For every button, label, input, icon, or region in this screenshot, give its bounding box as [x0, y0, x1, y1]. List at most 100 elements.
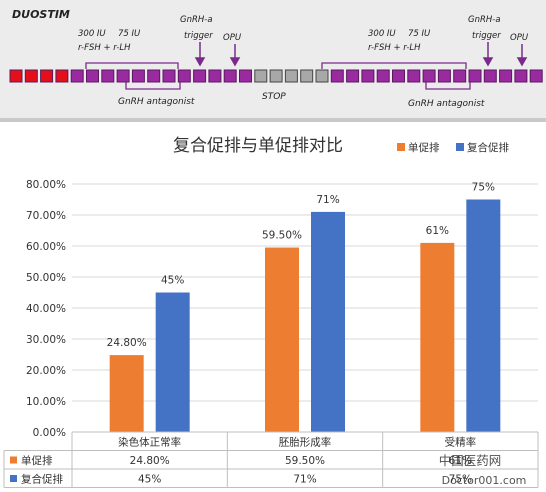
- table-cell: 59.50%: [285, 455, 325, 467]
- legend-label-single: 单促排: [408, 141, 440, 154]
- right-dose-300: 300 IU: [368, 29, 396, 39]
- stim-day-square: [422, 69, 436, 83]
- menses-day-square: [9, 69, 23, 83]
- bar-data-label: 71%: [316, 194, 339, 206]
- stim-day-square: [101, 69, 115, 83]
- category-label: 受精率: [445, 436, 477, 449]
- stop-day-square: [269, 69, 283, 83]
- left-opu: OPU: [223, 33, 242, 43]
- bar-single: [265, 247, 299, 432]
- stop-day-square: [254, 69, 268, 83]
- right-drugs: r-FSH + r-LH: [368, 43, 421, 53]
- table-legend-key: [10, 456, 17, 464]
- right-dose-75: 75 IU: [408, 29, 431, 39]
- stim-day-square: [468, 69, 482, 83]
- stim-day-square: [529, 69, 543, 83]
- left-dose-75: 75 IU: [118, 29, 141, 39]
- left-dose-300: 300 IU: [78, 29, 106, 39]
- bar-combined: [466, 199, 501, 432]
- duostim-protocol-diagram: DUOSTIM 300 IU 75 IU r-FSH + r-LH GnRH-a…: [0, 0, 546, 118]
- stim-day-square: [162, 69, 176, 83]
- table-cell: 24.80%: [130, 455, 170, 467]
- section-divider: [0, 118, 546, 122]
- y-tick-label: 40.00%: [26, 303, 66, 315]
- legend: 单促排 复合促排: [397, 141, 509, 154]
- watermark-line1: 中国医药网: [439, 453, 502, 468]
- stim-day-square: [437, 69, 451, 83]
- bar-data-label: 75%: [472, 182, 495, 194]
- bar-combined: [155, 292, 190, 432]
- bar-single: [109, 355, 144, 432]
- data-labels: 24.80% 45% 59.50% 71% 61% 75%: [107, 182, 495, 350]
- stim-day-square: [223, 69, 237, 83]
- bars: [109, 199, 501, 432]
- right-antagonist: GnRH antagonist: [408, 99, 485, 109]
- left-stim-bracket: [85, 62, 179, 69]
- bar-combined: [311, 211, 345, 432]
- y-tick-label: 30.00%: [26, 334, 66, 346]
- category-label: 胚胎形成率: [279, 436, 332, 449]
- stim-day-square: [116, 69, 130, 83]
- table-legend-key: [10, 475, 17, 482]
- right-antagonist-bracket: [425, 82, 471, 90]
- left-opu-arrow: [229, 44, 241, 67]
- y-tick-label: 0.00%: [33, 427, 66, 439]
- menses-day-square: [55, 69, 69, 83]
- y-tick-label: 70.00%: [26, 210, 66, 222]
- table-cell: 61%: [449, 455, 472, 467]
- y-axis-ticks: 0.00% 10.00% 20.00% 30.00% 40.00% 50.00% 60.00…: [26, 179, 66, 439]
- y-tick-label: 80.00%: [26, 179, 66, 191]
- bar-data-label: 24.80%: [107, 337, 147, 349]
- table-cell: 75%: [449, 474, 472, 486]
- stim-day-square: [330, 69, 344, 83]
- stim-day-square: [147, 69, 161, 83]
- watermark-line2: Doctor001.com: [442, 474, 527, 487]
- y-tick-label: 20.00%: [26, 365, 66, 377]
- cycle-day-squares: [9, 69, 543, 83]
- table-cell: 45%: [138, 474, 161, 486]
- menses-day-square: [40, 69, 54, 83]
- right-trigger-arrow: [482, 42, 494, 67]
- right-opu-arrow: [516, 44, 528, 67]
- right-trigger-line2: trigger: [472, 31, 501, 41]
- legend-swatch-combined: [456, 143, 464, 151]
- stim-day-square: [514, 69, 528, 83]
- stop-label: STOP: [262, 92, 286, 102]
- left-antagonist-bracket: [125, 82, 181, 90]
- bar-single: [420, 242, 455, 432]
- left-trigger-line2: trigger: [184, 31, 213, 41]
- stim-day-square: [346, 69, 360, 83]
- left-antagonist: GnRH antagonist: [118, 97, 195, 107]
- stim-day-square: [70, 69, 84, 83]
- right-trigger-line1: GnRH-a: [468, 15, 501, 25]
- left-trigger-line1: GnRH-a: [180, 15, 213, 25]
- stop-day-square: [315, 69, 329, 83]
- bar-data-label: 61%: [426, 225, 449, 237]
- stop-day-square: [284, 69, 298, 83]
- stim-day-square: [86, 69, 99, 83]
- stim-day-square: [177, 69, 191, 83]
- right-opu: OPU: [510, 33, 529, 43]
- chart-title: 复合促排与单促排对比: [173, 136, 343, 156]
- stim-day-square: [239, 69, 252, 83]
- menses-day-square: [24, 69, 38, 83]
- y-tick-label: 50.00%: [26, 272, 66, 284]
- stim-day-square: [499, 69, 513, 83]
- left-drugs: r-FSH + r-LH: [78, 43, 131, 53]
- stim-day-square: [193, 69, 207, 83]
- stim-day-square: [392, 69, 405, 83]
- diagram-title: DUOSTIM: [12, 8, 70, 21]
- legend-swatch-single: [397, 143, 405, 151]
- right-stim-bracket: [321, 62, 467, 69]
- stim-day-square: [376, 69, 390, 83]
- category-label: 染色体正常率: [118, 436, 181, 449]
- stim-day-square: [483, 69, 497, 83]
- table-series-name: 复合促排: [21, 473, 63, 486]
- bar-data-label: 45%: [161, 275, 184, 287]
- legend-label-combined: 复合促排: [467, 141, 509, 154]
- y-tick-label: 10.00%: [26, 396, 66, 408]
- table-series-name: 单促排: [21, 454, 53, 467]
- stim-day-square: [361, 69, 375, 83]
- left-trigger-arrow: [194, 42, 206, 67]
